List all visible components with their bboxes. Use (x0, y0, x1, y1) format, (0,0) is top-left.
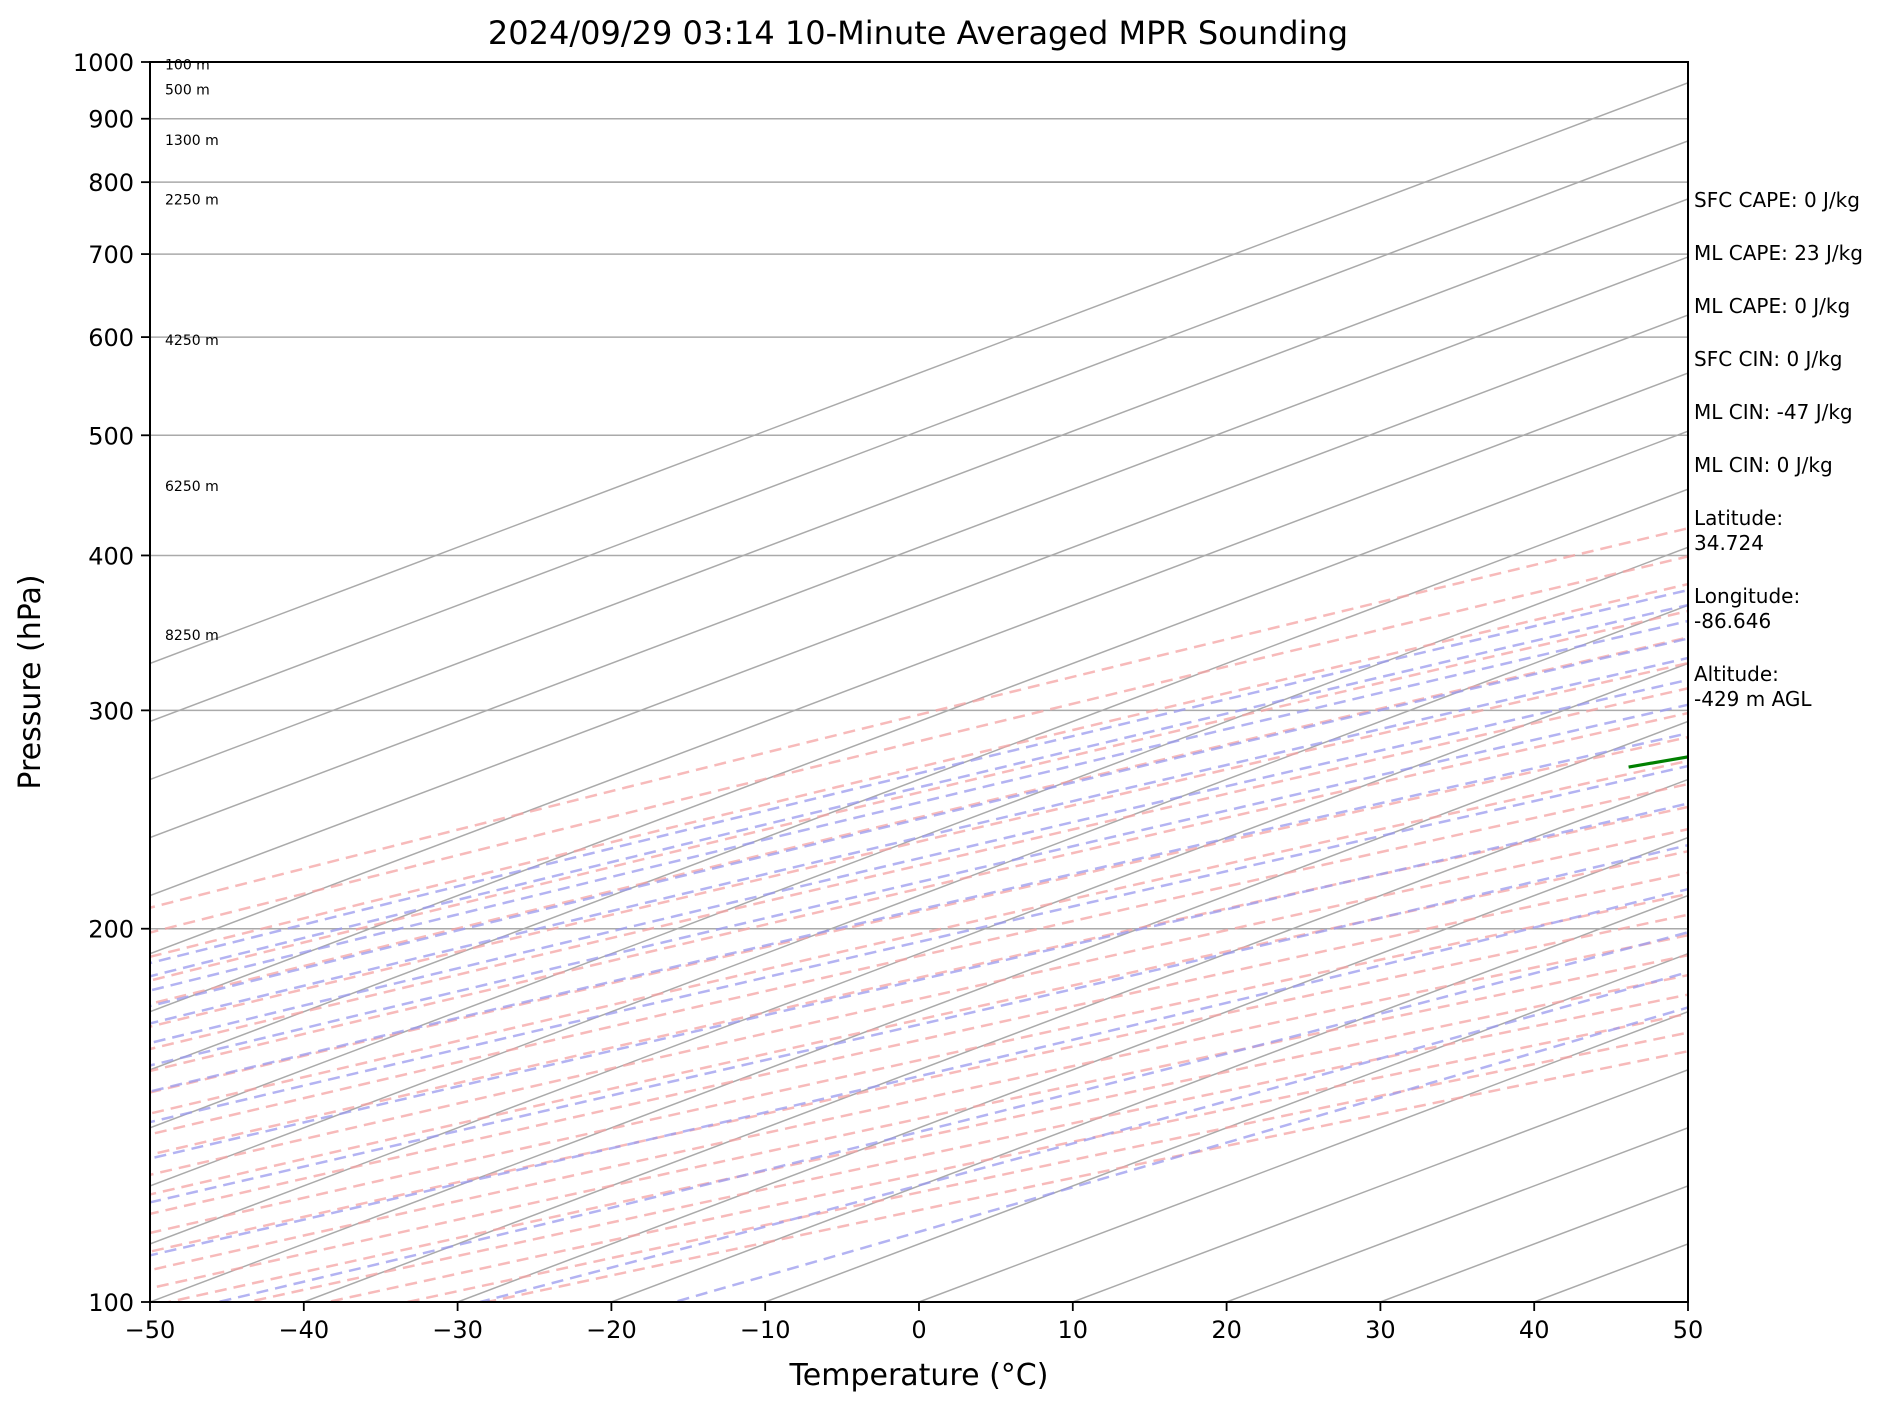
sounding-parameters: SFC CAPE: 0 J/kg ML CAPE: 23 J/kg ML CAPE:… (1694, 188, 1894, 740)
x-tick-label: −50 (125, 1316, 176, 1344)
y-tick-label: 100 (88, 1289, 134, 1317)
dry-adiabat-line (150, 555, 1688, 934)
moist-adiabat-line (150, 678, 1688, 1045)
background-grid (150, 62, 1688, 1302)
isotherm-line (150, 256, 1688, 839)
isotherm-line (150, 546, 1688, 1129)
x-tick-label: 40 (1519, 1316, 1550, 1344)
moist-adiabat-line (479, 970, 1688, 1302)
dry-adiabat-line (150, 687, 1688, 1051)
dry-adiabat-line (150, 759, 1688, 1115)
x-tick-label: 10 (1058, 1316, 1089, 1344)
moist-adiabat-line (150, 588, 1688, 965)
dry-adiabat-line (247, 993, 1688, 1302)
x-tick-label: 0 (911, 1316, 926, 1344)
dry-adiabat-line (150, 661, 1688, 1028)
parameter-item: ML CIN: -47 J/kg (1694, 400, 1853, 424)
moist-adiabat-line (150, 619, 1688, 992)
dry-adiabat-line (150, 871, 1688, 1216)
isotherm-line (150, 430, 1688, 1013)
height-marker-label: 2250 m (165, 192, 219, 208)
x-tick-label: 20 (1211, 1316, 1242, 1344)
dry-adiabat-line (150, 636, 1688, 1006)
dry-adiabat-line (150, 933, 1688, 1272)
y-tick-label: 500 (88, 422, 134, 450)
isotherm-line (764, 952, 1688, 1302)
isotherm-line (150, 488, 1688, 1071)
dry-adiabat-line (150, 913, 1688, 1253)
height-marker-label: 6250 m (165, 479, 219, 495)
isotherm-line (303, 778, 1688, 1302)
dry-adiabat-line (150, 735, 1688, 1094)
y-tick-label: 700 (88, 241, 134, 269)
moist-adiabat-line (150, 656, 1688, 1025)
isotherm-line (1072, 1068, 1688, 1302)
dry-adiabat-line (150, 782, 1688, 1136)
isotherm-line (150, 720, 1688, 1302)
y-axis-label: Pressure (hPa) (13, 574, 48, 789)
dry-adiabat-line (407, 1031, 1688, 1302)
height-marker-label: 500 m (165, 83, 210, 99)
x-axis-label: Temperature (°C) (789, 1358, 1049, 1393)
dry-adiabat-line (150, 954, 1688, 1290)
moist-adiabat-line (150, 887, 1688, 1257)
y-tick-label: 600 (88, 324, 134, 352)
y-tick-label: 900 (88, 106, 134, 134)
x-axis: −50 −40 −30 −20 −10 0 10 20 30 40 50 (125, 1302, 1704, 1344)
isotherm-line (150, 82, 1688, 665)
height-marker-label: 1300 m (165, 133, 219, 149)
y-tick-label: 200 (88, 916, 134, 944)
moist-adiabat-line (150, 637, 1688, 1008)
height-marker-label: 100 m (165, 58, 210, 74)
parameter-item: SFC CIN: 0 J/kg (1694, 347, 1843, 371)
dry-adiabat-line (150, 711, 1688, 1073)
x-tick-label: 30 (1365, 1316, 1396, 1344)
x-tick-label: 50 (1673, 1316, 1704, 1344)
moist-adiabat-line (150, 802, 1688, 1160)
isotherm-line (150, 604, 1688, 1187)
dry-adiabat-line (150, 827, 1688, 1177)
parameter-item: ML CAPE: 0 J/kg (1694, 294, 1851, 318)
isotherm-line (150, 198, 1688, 781)
y-tick-label: 300 (88, 697, 134, 725)
height-marker-label: 4250 m (165, 333, 219, 349)
dry-adiabat-line (150, 892, 1688, 1235)
dry-adiabat-line (150, 609, 1688, 982)
isotherm-line (611, 894, 1688, 1302)
y-tick-label: 800 (88, 169, 134, 197)
dry-adiabat-line (150, 805, 1688, 1157)
moist-adiabat-line (150, 843, 1688, 1204)
y-axis: 100 200 300 400 500 600 700 800 900 1000 (73, 49, 150, 1317)
parameter-item: ML CIN: 0 J/kg (1694, 453, 1833, 477)
isotherm-line (150, 140, 1688, 723)
x-tick-label: −30 (432, 1316, 483, 1344)
parameter-item: SFC CAPE: 0 J/kg (1694, 188, 1860, 212)
parameter-item: Latitude: 34.724 (1694, 506, 1784, 555)
parameter-item: ML CAPE: 23 J/kg (1694, 241, 1863, 265)
x-tick-label: −40 (278, 1316, 329, 1344)
isotherm-line (150, 372, 1688, 955)
moist-adiabat-line (218, 931, 1688, 1302)
moist-adiabat-line (150, 731, 1688, 1093)
dry-adiabat-line (150, 526, 1688, 910)
dry-adiabat-line (150, 582, 1688, 959)
y-tick-label: 400 (88, 542, 134, 570)
chart-title: 2024/09/29 03:14 10-Minute Averaged MPR … (488, 14, 1348, 52)
moist-adiabat-line (150, 603, 1688, 978)
isotherm-line (150, 314, 1688, 897)
height-marker-label: 8250 m (165, 628, 219, 644)
isotherm-line (918, 1010, 1688, 1302)
moist-adiabat-line (150, 764, 1688, 1124)
x-tick-label: −20 (586, 1316, 637, 1344)
isotherm-line (150, 662, 1688, 1245)
dry-adiabat-line (150, 849, 1688, 1196)
x-tick-label: −10 (740, 1316, 791, 1344)
isotherm-line (457, 836, 1688, 1302)
plot-frame (149, 61, 1689, 1303)
moist-adiabat-line (150, 703, 1688, 1067)
parameter-item: Longitude: -86.646 (1694, 584, 1801, 633)
parameter-item: Altitude: -429 m AGL (1694, 662, 1812, 711)
y-tick-label: 1000 (73, 49, 134, 77)
